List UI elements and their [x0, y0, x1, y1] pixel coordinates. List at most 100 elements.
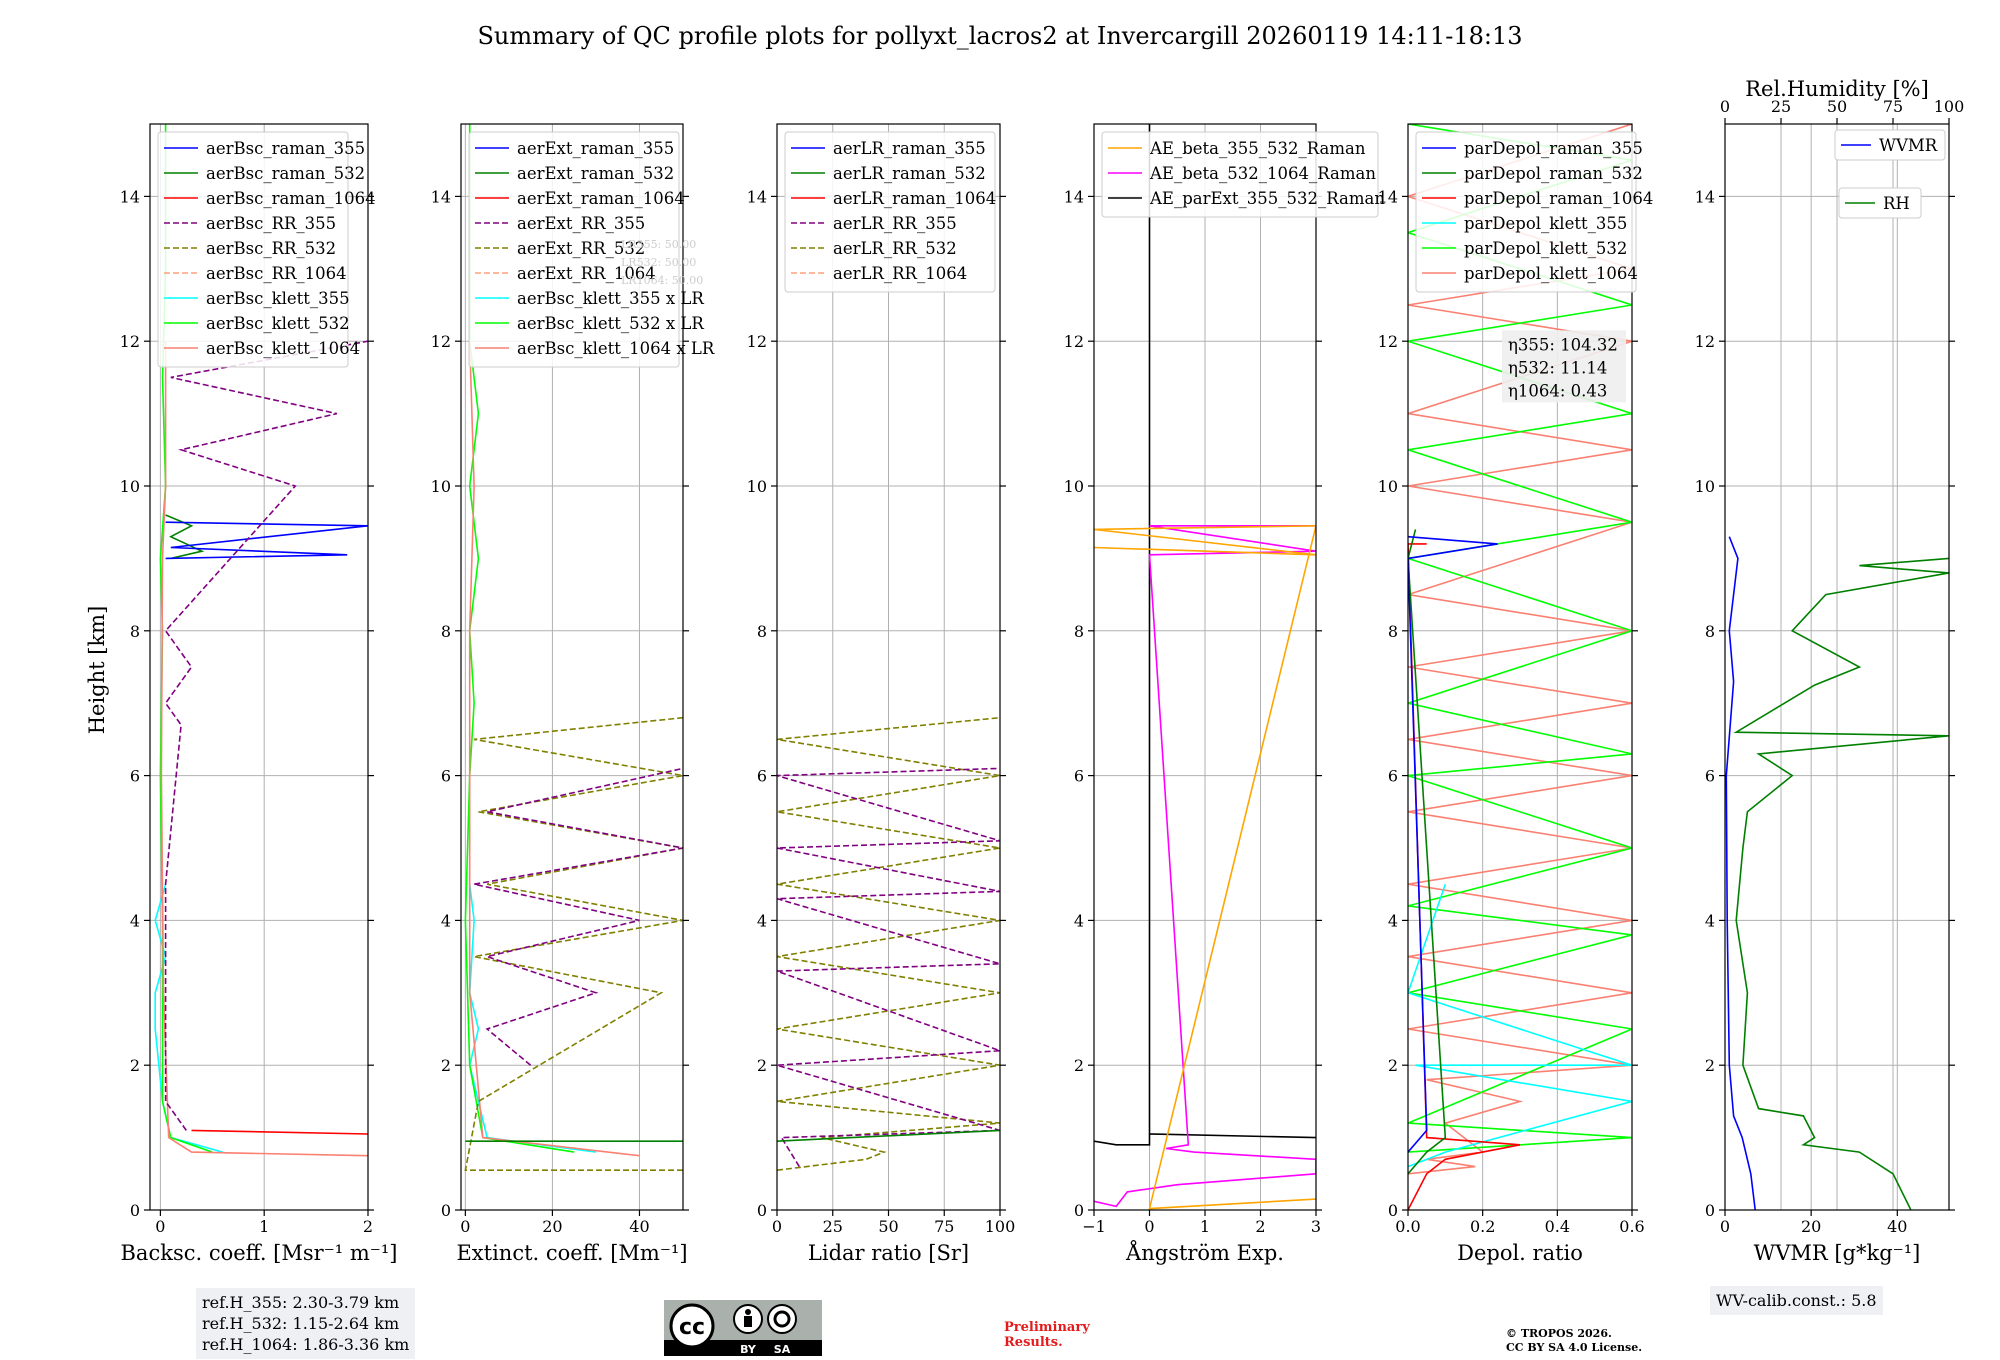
series-aerExt_RR_532 [464, 716, 683, 1171]
legend-label-aerExt_RR_532: aerExt_RR_532 [517, 239, 645, 258]
panel-wv: 0 2 4 6 8 10 12 14 0 20 40 WVMR [g*kg⁻¹] 0 25 50 75 100 R… [1695, 77, 1965, 1265]
legend-label-aerLR_RR_532: aerLR_RR_532 [833, 239, 957, 258]
series-parDepol_raman_355 [1408, 535, 1498, 1153]
ytick-label: 0 [1388, 1201, 1398, 1220]
series-aerBsc_raman_355 [165, 521, 368, 560]
legend-label-aerBsc_klett_532: aerBsc_klett_532 [206, 314, 350, 333]
ref-height-355: ref.H_355: 2.30-3.79 km [202, 1293, 400, 1312]
xtick-label: 0.2 [1470, 1217, 1495, 1236]
top-xtick-label: 75 [1883, 97, 1903, 116]
x-axis-label: Depol. ratio [1457, 1241, 1583, 1265]
ytick-label: 2 [441, 1056, 451, 1075]
legend-label-parDepol_klett_355: parDepol_klett_355 [1464, 214, 1627, 233]
series-group [1408, 124, 1632, 1210]
ytick-label: 4 [757, 911, 767, 930]
legend-label-AE_beta_532_1064_Raman: AE_beta_532_1064_Raman [1149, 164, 1376, 183]
x-axis-label: Backsc. coeff. [Msr⁻¹ m⁻¹] [121, 1241, 398, 1265]
x-axis-label: Lidar ratio [Sr] [808, 1241, 969, 1265]
xtick-label: 0 [1720, 1217, 1730, 1236]
top-xtick-label: 0 [1720, 97, 1730, 116]
ytick-label: 10 [1695, 477, 1715, 496]
ytick-label: 4 [1388, 911, 1398, 930]
legend-box [1834, 129, 1946, 161]
xtick-label: 1 [1200, 1217, 1210, 1236]
ytick-label: 2 [757, 1056, 767, 1075]
series-parDepol_klett_532 [1408, 124, 1632, 1153]
lr-label: LR355: 50.00 [621, 238, 696, 251]
xtick-label: 40 [629, 1217, 649, 1236]
legend-box [468, 131, 680, 368]
ytick-label: 4 [1705, 911, 1715, 930]
legend-box [1415, 131, 1637, 293]
preliminary-line-2: Results. [1004, 1335, 1063, 1350]
axes-frame [149, 123, 369, 1211]
legend: aerBsc_raman_355 aerBsc_raman_532 aerBsc_r… [157, 131, 376, 368]
ytick-label: 4 [441, 911, 451, 930]
wv-calibration-box: WV-calib.const.: 5.8 [1710, 1286, 1883, 1315]
ytick-label: 0 [1074, 1201, 1084, 1220]
ytick-label: 2 [1705, 1056, 1715, 1075]
x-axis-label: WVMR [g*kg⁻¹] [1754, 1241, 1921, 1265]
panel-lr: 0 2 4 6 8 10 12 14 0 25 50 75 100 Lidar ratio [Sr] aer… [747, 123, 1015, 1265]
series-AE_beta_532_1064_Raman [1094, 524, 1316, 1208]
ytick-label: 12 [120, 332, 140, 351]
preliminary-results-note: Preliminary Results. [1004, 1320, 1090, 1350]
panel-depol: 0 2 4 6 8 10 12 14 0.0 0.2 0.4 0.6 Depol. ratio parDe… [1378, 123, 1653, 1265]
ytick-label: 4 [130, 911, 140, 930]
series-AE_beta_355_532_Raman [1094, 524, 1316, 1210]
legend-box [784, 131, 996, 293]
x-axis-label: Extinct. coeff. [Mm⁻¹] [456, 1241, 687, 1265]
ytick-label: 8 [130, 622, 140, 641]
ytick-label: 10 [1378, 477, 1398, 496]
xtick-label: 0 [155, 1217, 165, 1236]
legend-label-aerLR_raman_1064: aerLR_raman_1064 [833, 189, 996, 208]
preliminary-line-1: Preliminary [1004, 1320, 1090, 1335]
legend-label-aerBsc_raman_1064: aerBsc_raman_1064 [206, 189, 376, 208]
series-aerExt_RR_355 [473, 767, 683, 1066]
ytick-label: 10 [747, 477, 767, 496]
eta-box [1502, 330, 1626, 403]
legend-label-parDepol_klett_1064: parDepol_klett_1064 [1464, 264, 1638, 283]
ytick-label: 2 [1074, 1056, 1084, 1075]
legend-label-aerBsc_klett_355 x LR: aerBsc_klett_355 x LR [517, 289, 704, 308]
ytick-label: 14 [431, 187, 451, 206]
svg-text:cc: cc [679, 1315, 705, 1340]
copyright-line-1: © TROPOS 2026. [1506, 1327, 1612, 1340]
series-RH [1733, 557, 1949, 1210]
eta-label: η532: 11.14 [1508, 358, 1607, 377]
panel-ext: 0 2 4 6 8 10 12 14 0 20 40 Extinct. coeff. [Mm⁻¹] ae… [431, 123, 715, 1265]
legend: aerExt_raman_355 aerExt_raman_532 aerExt_r… [468, 131, 715, 368]
legend-label-aerLR_RR_355: aerLR_RR_355 [833, 214, 957, 233]
series-parDepol_klett_1064 [1408, 124, 1632, 1175]
copyright-line-2: CC BY SA 4.0 License. [1506, 1341, 1643, 1354]
wv-calibration-text: WV-calib.const.: 5.8 [1716, 1291, 1877, 1310]
top-xtick-label: 50 [1827, 97, 1847, 116]
ytick-label: 10 [1064, 477, 1084, 496]
series-aerBsc_klett_532 x LR [464, 124, 575, 1153]
ytick-label: 12 [1695, 332, 1715, 351]
legend-label: WVMR [1879, 136, 1938, 155]
eta-label: η355: 104.32 [1508, 335, 1618, 354]
series-parDepol_raman_1064 [1408, 543, 1521, 1210]
series-aerBsc_klett_1064 x LR [468, 341, 640, 1157]
legend-label-aerExt_raman_532: aerExt_raman_532 [517, 164, 674, 183]
series-aerBsc_RR_355 [164, 340, 368, 1131]
legend-label-parDepol_raman_355: parDepol_raman_355 [1464, 139, 1643, 158]
ytick-label: 8 [757, 622, 767, 641]
legend-label-aerBsc_RR_532: aerBsc_RR_532 [206, 239, 336, 258]
legend-label-AE_beta_355_532_Raman: AE_beta_355_532_Raman [1149, 139, 1366, 158]
ytick-label: 10 [431, 477, 451, 496]
ytick-label: 12 [431, 332, 451, 351]
xtick-label: 1 [259, 1217, 269, 1236]
eta-label: η1064: 0.43 [1508, 381, 1607, 400]
legend-label-aerExt_raman_1064: aerExt_raman_1064 [517, 189, 685, 208]
lr-label: LR532: 50.00 [621, 256, 696, 269]
legend-label-parDepol_raman_1064: parDepol_raman_1064 [1464, 189, 1653, 208]
ytick-label: 0 [1705, 1201, 1715, 1220]
copyright-note: © TROPOS 2026. CC BY SA 4.0 License. [1506, 1327, 1642, 1355]
axes-frame [1407, 123, 1633, 1211]
ytick-label: 12 [747, 332, 767, 351]
